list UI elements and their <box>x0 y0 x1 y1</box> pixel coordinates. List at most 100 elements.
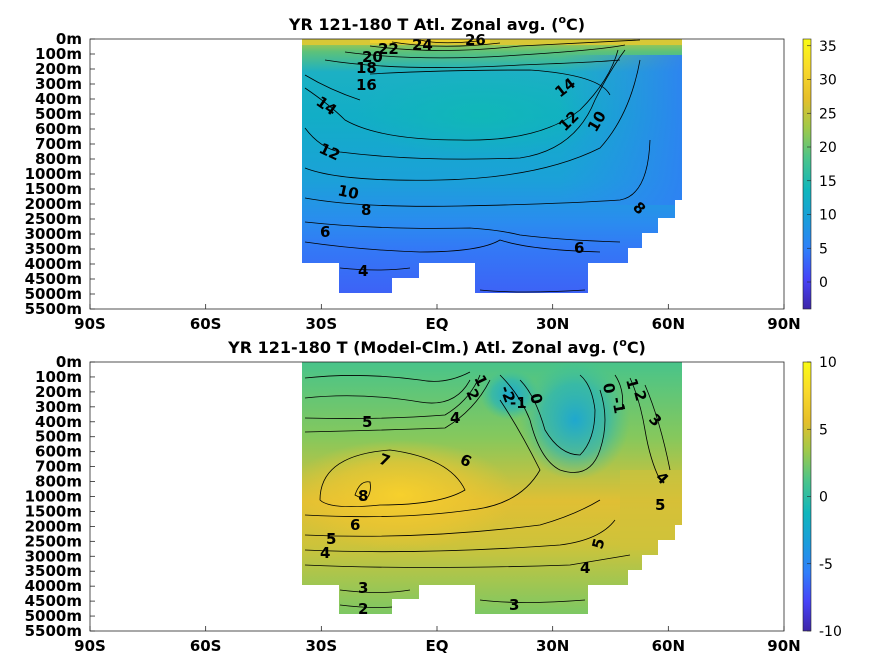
y-tick-label: 1500m <box>25 180 82 198</box>
contour-label: 0 <box>599 382 619 395</box>
y-tick-label: 4000m <box>25 255 82 273</box>
x-tick-label: 30N <box>536 637 569 655</box>
top-heatmap <box>302 39 682 293</box>
y-tick-label: 100m <box>35 45 82 63</box>
colorbar-tick-label: -10 <box>819 624 842 640</box>
y-tick-label: 800m <box>35 473 82 491</box>
top-contours <box>304 39 651 293</box>
x-tick-label: 60S <box>190 637 222 655</box>
y-tick-label: 3000m <box>25 547 82 565</box>
y-tick-label: 2000m <box>25 517 82 535</box>
y-tick-label: 5500m <box>25 622 82 640</box>
colorbar-tick-label: 10 <box>819 208 837 224</box>
y-tick-label: 0m <box>56 353 82 371</box>
y-tick-label: 400m <box>35 90 82 108</box>
colorbar-tick-label: 10 <box>819 355 837 371</box>
y-tick-label: 600m <box>35 443 82 461</box>
bottom-contours <box>304 371 671 608</box>
contour-label: 18 <box>356 59 377 77</box>
contour-label: 6 <box>574 239 584 257</box>
x-tick-label: EQ <box>426 315 449 333</box>
colorbar-tick-label: -5 <box>819 557 833 573</box>
contour-label: 20 <box>362 48 383 66</box>
contour-label: 2 <box>358 600 368 618</box>
contour-label: 26 <box>465 31 486 49</box>
y-tick-label: 3500m <box>25 240 82 258</box>
y-tick-label: 300m <box>35 398 82 416</box>
top-panel: YR 121-180 T Atl. Zonal avg. (oC) <box>25 13 837 333</box>
y-tick-label: 1000m <box>25 165 82 183</box>
y-tick-label: 5000m <box>25 607 82 625</box>
y-tick-label: 200m <box>35 383 82 401</box>
colorbar-tick-label: 15 <box>819 174 837 190</box>
y-tick-label: 1000m <box>25 488 82 506</box>
y-tick-label: 2500m <box>25 210 82 228</box>
y-tick-label: 700m <box>35 135 82 153</box>
contour-label: -1 <box>510 394 527 412</box>
y-tick-label: 5000m <box>25 285 82 303</box>
contour-label: 0 <box>526 391 546 406</box>
bottom-panel: YR 121-180 T (Model-Clm.) Atl. Zonal avg… <box>25 336 842 655</box>
y-tick-label: 500m <box>35 428 82 446</box>
bottom-heatmap <box>302 362 682 614</box>
contour-label: 8 <box>361 201 371 219</box>
y-tick-label: 1500m <box>25 502 82 520</box>
colorbar-tick-label: 0 <box>819 490 828 506</box>
contour-label: 22 <box>378 40 399 58</box>
x-tick-label: 60S <box>190 315 222 333</box>
y-tick-label: 5500m <box>25 300 82 318</box>
y-tick-label: 500m <box>35 105 82 123</box>
x-tick-label: 90S <box>74 315 106 333</box>
bottom-panel-title: YR 121-180 T (Model-Clm.) Atl. Zonal avg… <box>227 336 646 357</box>
contour-label: 5 <box>588 536 608 551</box>
contour-label: -1 <box>608 396 629 416</box>
y-tick-label: 600m <box>35 120 82 138</box>
colorbar-tick-label: 35 <box>819 39 837 55</box>
contour-label: 5 <box>362 413 372 431</box>
colorbar-tick-label: 30 <box>819 73 837 89</box>
contour-label: 4 <box>320 544 330 562</box>
contour-label: 4 <box>450 409 460 427</box>
x-tick-label: 60N <box>652 637 685 655</box>
y-tick-label: 800m <box>35 150 82 168</box>
y-tick-label: 4500m <box>25 270 82 288</box>
y-tick-label: 400m <box>35 413 82 431</box>
bottom-x-axis: 90S 60S 30S EQ 30N 60N 90N <box>74 626 801 655</box>
contour-label: 6 <box>350 516 360 534</box>
y-tick-label: 3500m <box>25 562 82 580</box>
contour-label: 16 <box>356 76 377 94</box>
contour-label: -2 <box>496 383 519 405</box>
x-tick-label: 60N <box>652 315 685 333</box>
bottom-y-axis: 0m100m200m300m400m500m600m700m800m1000m1… <box>25 353 95 640</box>
x-tick-label: 90N <box>767 315 800 333</box>
colorbar-tick-label: 5 <box>819 422 828 438</box>
contour-label: 5 <box>326 530 336 548</box>
contour-label: 3 <box>358 579 368 597</box>
contour-label: 10 <box>336 181 360 203</box>
x-tick-label: 30S <box>305 637 337 655</box>
y-tick-label: 4500m <box>25 592 82 610</box>
top-panel-title: YR 121-180 T Atl. Zonal avg. (oC) <box>288 13 585 34</box>
contour-label: 1 <box>622 376 642 391</box>
y-tick-label: 2000m <box>25 195 82 213</box>
top-y-axis: 0m100m200m300m400m500m600m700m800m1000m1… <box>25 30 95 318</box>
top-colorbar-ticks: 0 5 10 15 20 25 30 35 <box>807 39 837 291</box>
y-tick-label: 0m <box>56 30 82 48</box>
top-colorbar <box>802 38 812 310</box>
bottom-colorbar-ticks: 10 5 0 -5 -10 <box>807 355 842 640</box>
colorbar-tick-label: 5 <box>819 241 828 257</box>
contour-label: 6 <box>320 223 330 241</box>
contour-label: 2 <box>630 388 650 403</box>
x-tick-label: 30S <box>305 315 337 333</box>
colorbar-tick-label: 25 <box>819 106 837 122</box>
contour-label: 3 <box>509 596 519 614</box>
contour-label: 8 <box>358 487 368 505</box>
y-tick-label: 3000m <box>25 225 82 243</box>
y-tick-label: 2500m <box>25 532 82 550</box>
top-x-axis: 90S 60S 30S EQ 30N 60N 90N <box>74 304 801 333</box>
x-tick-label: EQ <box>426 637 449 655</box>
contour-label: 24 <box>412 36 433 54</box>
contour-label: 4 <box>580 559 590 577</box>
x-tick-label: 30N <box>536 315 569 333</box>
